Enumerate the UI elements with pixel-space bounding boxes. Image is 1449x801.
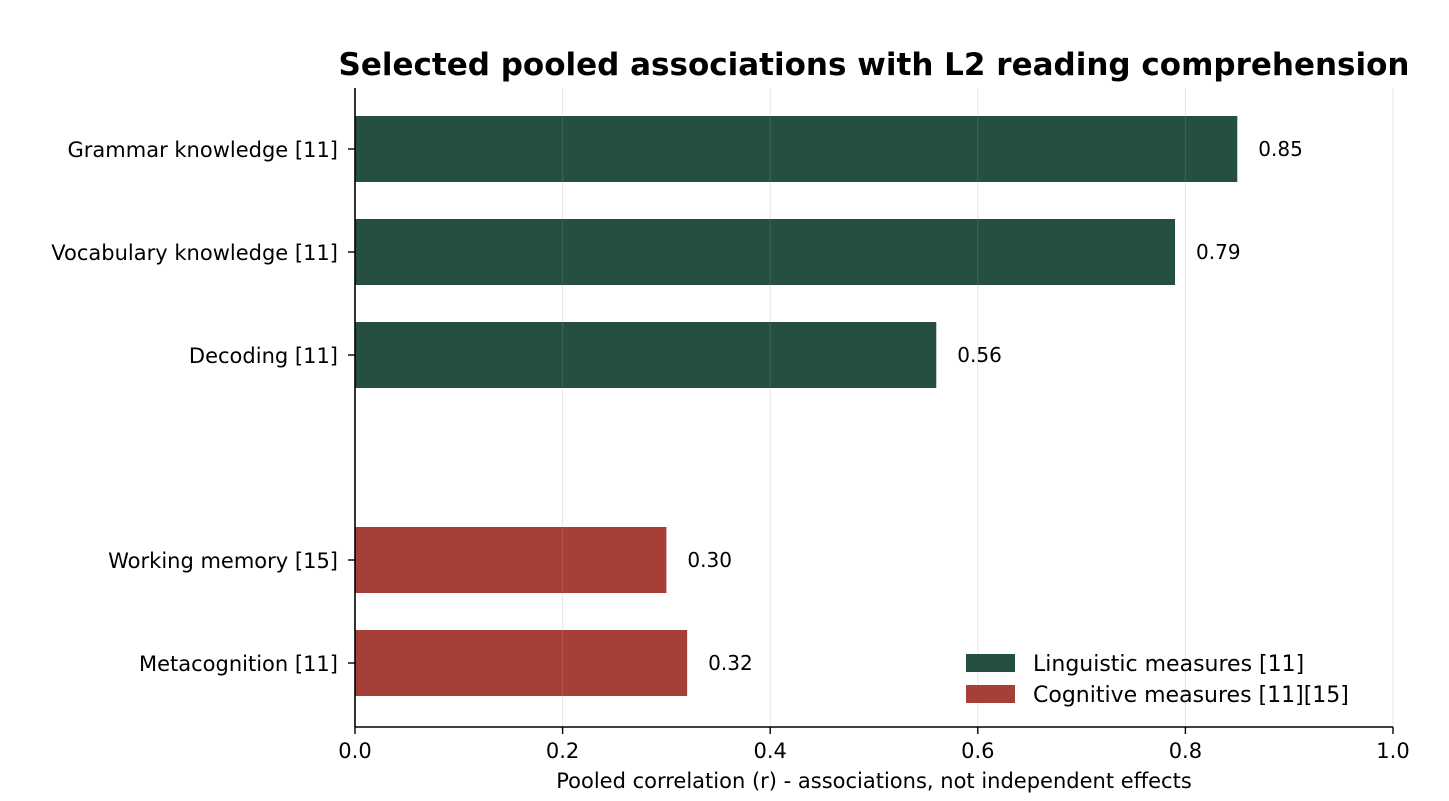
x-tick-label-0: 0.0 bbox=[338, 739, 371, 763]
legend-swatch-linguistic bbox=[966, 654, 1015, 672]
axes bbox=[354, 88, 1393, 728]
legend: Linguistic measures [11] Cognitive measur… bbox=[966, 652, 1349, 708]
chart-title: Selected pooled associations with L2 rea… bbox=[339, 47, 1410, 83]
bars bbox=[355, 116, 1238, 696]
value-label-3: 0.30 bbox=[687, 548, 732, 572]
bar-0 bbox=[355, 116, 1238, 182]
bar-1 bbox=[355, 219, 1176, 285]
grid-lines bbox=[562, 88, 1394, 727]
legend-label-linguistic: Linguistic measures [11] bbox=[1033, 652, 1304, 677]
x-tick-label-2: 0.4 bbox=[753, 739, 786, 763]
value-label-1: 0.79 bbox=[1196, 240, 1241, 264]
value-label-2: 0.56 bbox=[957, 343, 1002, 367]
bar-3 bbox=[355, 527, 667, 593]
value-labels: 0.85 0.79 0.56 0.30 0.32 bbox=[687, 137, 1302, 675]
legend-label-cognitive: Cognitive measures [11][15] bbox=[1033, 683, 1349, 708]
y-tick-label-2: Decoding [11] bbox=[189, 344, 338, 368]
y-tick-label-0: Grammar knowledge [11] bbox=[68, 138, 338, 162]
x-tick-label-1: 0.2 bbox=[546, 739, 579, 763]
x-tick-label-5: 1.0 bbox=[1376, 739, 1409, 763]
grid-overlay bbox=[562, 88, 1394, 727]
y-tick-label-4: Metacognition [11] bbox=[139, 652, 338, 676]
x-ticks: 0.0 0.2 0.4 0.6 0.8 1.0 bbox=[338, 727, 1410, 763]
bar-4 bbox=[355, 630, 688, 696]
x-tick-label-3: 0.6 bbox=[961, 739, 994, 763]
x-tick-label-4: 0.8 bbox=[1169, 739, 1202, 763]
x-axis-label: Pooled correlation (r) - associations, n… bbox=[556, 769, 1192, 793]
value-label-0: 0.85 bbox=[1258, 137, 1303, 161]
bar-2 bbox=[355, 322, 937, 388]
y-ticks: Grammar knowledge [11] Vocabulary knowled… bbox=[51, 138, 355, 676]
y-tick-label-1: Vocabulary knowledge [11] bbox=[51, 241, 338, 265]
value-label-4: 0.32 bbox=[708, 651, 753, 675]
legend-swatch-cognitive bbox=[966, 685, 1015, 703]
y-tick-label-3: Working memory [15] bbox=[108, 549, 338, 573]
